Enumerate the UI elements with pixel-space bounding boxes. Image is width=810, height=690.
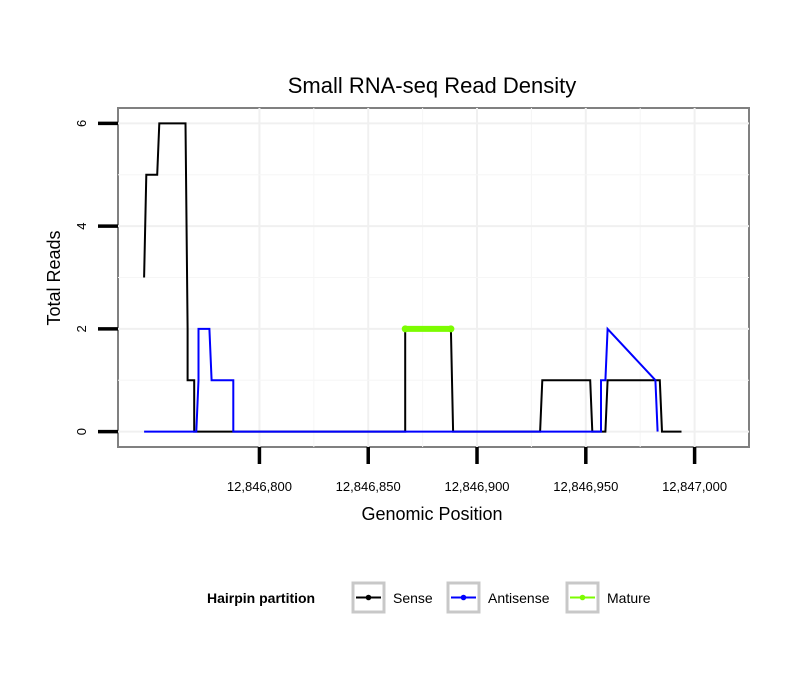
legend-entry-antisense: Antisense <box>446 581 550 614</box>
x-axis: 12,846,800 12,846,850 12,846,900 12,846,950… <box>227 447 727 494</box>
legend-title: Hairpin partition <box>207 590 315 606</box>
legend-label-mature: Mature <box>607 590 651 606</box>
legend-point-antisense <box>460 594 467 601</box>
legend-label-sense: Sense <box>393 590 433 606</box>
y-tick-label: 2 <box>74 325 89 332</box>
x-tick-label: 12,846,850 <box>336 479 401 494</box>
legend-label-antisense: Antisense <box>488 590 550 606</box>
x-tick-label: 12,846,950 <box>553 479 618 494</box>
series-lines <box>143 122 682 433</box>
y-tick-label: 4 <box>74 223 89 230</box>
legend-entry-sense: Sense <box>351 581 433 614</box>
x-axis-title: Genomic Position <box>361 504 502 524</box>
chart-title: Small RNA-seq Read Density <box>288 73 577 98</box>
series-point-mature <box>401 325 409 333</box>
y-axis: 0 2 4 6 <box>74 120 118 435</box>
legend-point-mature <box>579 594 586 601</box>
legend-point-sense <box>365 594 372 601</box>
legend: Hairpin partition Sense Antisense Mature <box>207 581 651 614</box>
y-tick-label: 6 <box>74 120 89 127</box>
x-tick-label: 12,846,900 <box>444 479 509 494</box>
series-line-antisense <box>144 326 659 433</box>
y-tick-label: 0 <box>74 428 89 435</box>
legend-entry-mature: Mature <box>565 581 651 614</box>
series-point-mature <box>447 325 455 333</box>
x-tick-label: 12,847,000 <box>662 479 727 494</box>
x-tick-label: 12,846,800 <box>227 479 292 494</box>
y-axis-title: Total Reads <box>44 230 64 325</box>
